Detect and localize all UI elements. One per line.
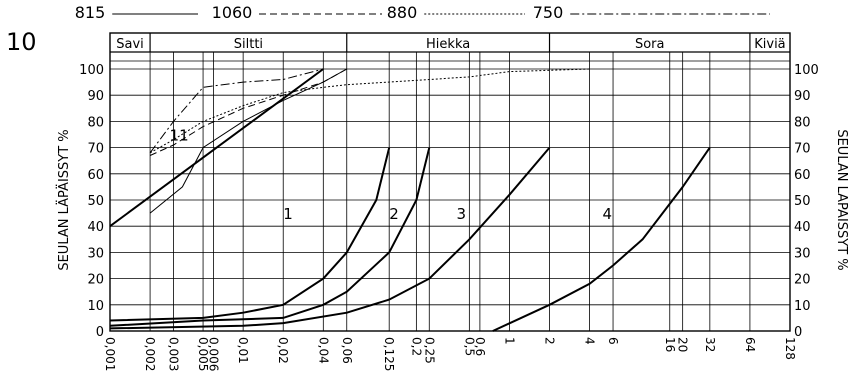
y-tick-label-left: 90 <box>87 89 104 104</box>
series-line <box>492 147 711 332</box>
x-tick-label: 0,002 <box>143 337 157 371</box>
x-tick-label: 4 <box>583 337 597 345</box>
zone-label-11: 11 <box>170 127 189 145</box>
soil-class-savi: Savi <box>116 37 144 52</box>
legend-label: 815 <box>75 3 106 22</box>
legend-label: 880 <box>387 3 418 22</box>
y-tick-label-right: 30 <box>794 246 811 261</box>
x-tick-label: 0,2 <box>409 337 423 356</box>
x-tick-label: 128 <box>783 337 797 360</box>
x-tick-label: 6 <box>606 337 620 345</box>
x-tick-label: 20 <box>676 337 690 352</box>
y-tick-label-left: 50 <box>87 194 104 209</box>
soil-class-hiekka: Hiekka <box>426 37 470 52</box>
x-tick-label: 0,04 <box>316 337 330 364</box>
y-tick-label-right: 0 <box>794 325 802 340</box>
y-tick-label-right: 10 <box>794 299 811 314</box>
x-tick-label: 0,125 <box>382 337 396 371</box>
x-tick-label: 0,5 <box>462 337 476 356</box>
x-tick-label: 0,001 <box>103 337 117 371</box>
y-tick-label-right: 50 <box>794 194 811 209</box>
y-axis-label-right: SEULAN LÄPÄISSYT % <box>834 129 848 270</box>
series-line <box>109 147 431 327</box>
x-tick-label: 64 <box>743 337 757 352</box>
y-tick-label-right: 20 <box>794 273 811 288</box>
curves <box>109 68 711 332</box>
zone-label-1: 1 <box>283 205 293 223</box>
zone-label-4: 4 <box>602 205 612 223</box>
x-tick-label: 2 <box>543 337 557 345</box>
y-tick-label-left: 20 <box>87 273 104 288</box>
x-tick-label: 16 <box>663 337 677 352</box>
y-tick-label-right: 70 <box>794 142 811 157</box>
y-tick-label-left: 100 <box>79 63 104 78</box>
x-tick-label: 0,02 <box>276 337 290 364</box>
soil-class-kiviä: Kiviä <box>754 37 785 52</box>
soil-class-siltti: Siltti <box>234 37 263 52</box>
y-tick-label-right: 80 <box>794 115 811 130</box>
series-line <box>109 68 324 228</box>
y-tick-label-left: 70 <box>87 142 104 157</box>
plot-border <box>109 32 791 332</box>
series-line <box>149 68 348 156</box>
series-line <box>109 146 551 330</box>
x-tick-label: 0,003 <box>167 337 181 371</box>
x-tick-label: 0,25 <box>422 337 436 364</box>
zone-label-3: 3 <box>456 205 466 223</box>
zone-label-2: 2 <box>389 205 399 223</box>
y-tick-label-left: 60 <box>87 168 104 183</box>
series-line <box>149 68 590 154</box>
y-axis-label-left: SEULAN LÄPÄISSYT % <box>56 129 72 270</box>
y-tick-label-left: 80 <box>87 115 104 130</box>
figure-number: 10 <box>6 28 37 56</box>
x-tick-label: 0,06 <box>340 337 354 364</box>
y-tick-label-right: 100 <box>794 63 819 78</box>
series-line <box>109 147 391 322</box>
x-tick-label: 0,01 <box>236 337 250 364</box>
y-tick-label-left: 0 <box>96 325 104 340</box>
y-tick-label-left: 10 <box>87 299 104 314</box>
legend-label: 1060 <box>212 3 253 22</box>
series-line <box>149 68 324 154</box>
y-tick-label-right: 60 <box>794 168 811 183</box>
soil-class-sora: Sora <box>635 37 665 52</box>
x-tick-label: 32 <box>703 337 717 352</box>
x-tick-label: 0,6 <box>473 337 487 356</box>
grid <box>109 52 791 332</box>
y-tick-label-left: 30 <box>87 246 104 261</box>
x-tick-label: 1 <box>502 337 516 345</box>
y-tick-label-right: 90 <box>794 89 811 104</box>
legend-label: 750 <box>533 3 564 22</box>
x-tick-label: 0,006 <box>207 337 221 371</box>
frame <box>109 32 791 332</box>
y-tick-label-right: 40 <box>794 220 811 235</box>
y-tick-label-left: 40 <box>87 220 104 235</box>
x-tick-label: 0,005 <box>196 337 210 371</box>
